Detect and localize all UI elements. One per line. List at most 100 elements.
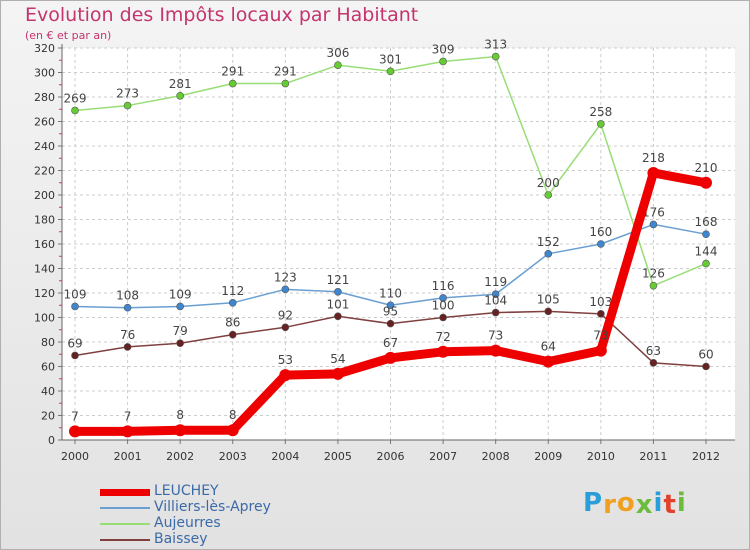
data-point xyxy=(176,339,184,348)
chart-subtitle: (en € et par an) xyxy=(25,29,112,42)
legend-label: Baissey xyxy=(154,531,208,547)
data-point xyxy=(279,369,292,382)
series-villiers-l-s-aprey: 109 108 109 112 123 121 110 116 119 152 160 176 168 xyxy=(64,205,718,312)
data-point xyxy=(439,313,447,322)
data-point xyxy=(439,57,447,66)
data-point xyxy=(544,191,553,199)
data-point xyxy=(649,220,658,229)
data-label: 105 xyxy=(537,292,560,306)
x-tick-label: 2004 xyxy=(271,450,299,463)
data-point xyxy=(647,166,660,179)
data-point xyxy=(649,359,658,367)
data-label: 110 xyxy=(379,286,402,300)
data-point xyxy=(544,307,553,316)
data-label: 8 xyxy=(176,408,184,422)
data-label: 73 xyxy=(593,329,608,343)
data-label: 72 xyxy=(435,330,450,344)
y-tick-label: 120 xyxy=(34,287,55,300)
data-point xyxy=(121,425,134,438)
data-point xyxy=(594,344,607,357)
data-label: 86 xyxy=(225,316,240,330)
data-label: 306 xyxy=(326,46,349,60)
data-point xyxy=(334,312,342,321)
data-label: 92 xyxy=(278,308,293,322)
data-point xyxy=(174,424,187,437)
data-point xyxy=(386,319,395,328)
data-point xyxy=(334,61,342,69)
data-label: 281 xyxy=(169,77,192,91)
data-point xyxy=(281,323,290,332)
y-tick-label: 80 xyxy=(41,336,55,349)
y-tick-label: 160 xyxy=(34,238,55,251)
data-label: 126 xyxy=(642,267,665,281)
data-label: 291 xyxy=(221,65,244,79)
data-label: 273 xyxy=(116,87,139,101)
x-tick-label: 2002 xyxy=(166,450,194,463)
data-label: 301 xyxy=(379,52,402,66)
data-point xyxy=(226,424,239,437)
data-point xyxy=(386,301,395,310)
data-label: 53 xyxy=(278,353,293,367)
logo-letter: r xyxy=(603,490,617,520)
data-point xyxy=(281,79,290,88)
x-tick-label: 2006 xyxy=(377,450,405,463)
data-label: 176 xyxy=(642,205,665,219)
y-tick-label: 180 xyxy=(34,214,55,227)
data-label: 103 xyxy=(589,295,612,309)
data-label: 101 xyxy=(326,297,349,311)
y-tick-label: 40 xyxy=(41,385,55,398)
data-point xyxy=(544,250,553,258)
data-point xyxy=(489,344,502,357)
data-label: 121 xyxy=(326,273,349,287)
y-tick-label: 100 xyxy=(34,312,55,325)
data-label: 73 xyxy=(488,329,503,343)
y-tick-label: 0 xyxy=(48,434,55,447)
data-label: 7 xyxy=(71,409,79,423)
data-point xyxy=(597,310,605,318)
data-point xyxy=(384,351,397,364)
data-point xyxy=(176,302,184,311)
data-point xyxy=(69,425,81,438)
data-label: 218 xyxy=(642,151,665,165)
legend-swatch xyxy=(100,539,150,541)
data-label: 269 xyxy=(64,91,87,105)
data-point xyxy=(228,298,237,307)
y-tick-label: 140 xyxy=(34,263,55,276)
data-point xyxy=(123,343,132,351)
data-label: 79 xyxy=(173,324,188,338)
data-label: 200 xyxy=(537,176,560,190)
x-tick-label: 2008 xyxy=(482,450,510,463)
data-point xyxy=(71,106,79,115)
data-point xyxy=(702,259,710,268)
data-label: 100 xyxy=(432,299,455,313)
data-label: 76 xyxy=(120,328,135,342)
data-label: 63 xyxy=(646,344,661,358)
data-label: 210 xyxy=(695,161,718,175)
data-point xyxy=(386,67,395,76)
data-point xyxy=(71,302,79,311)
data-label: 109 xyxy=(169,287,192,301)
data-label: 168 xyxy=(695,215,718,229)
y-tick-label: 260 xyxy=(34,116,55,129)
x-tick-label: 2000 xyxy=(61,450,89,463)
data-label: 160 xyxy=(589,225,612,239)
series-leuchey: 7 7 8 8 53 54 67 72 73 64 73 218 210 xyxy=(69,151,718,438)
series-baissey: 69 76 79 86 92 101 95 100 104 105 103 63 60 xyxy=(67,292,714,371)
data-point xyxy=(437,345,450,358)
data-label: 144 xyxy=(695,245,718,259)
data-point xyxy=(123,101,132,110)
logo-letter: t xyxy=(663,490,677,520)
logo-letter: x xyxy=(635,490,654,520)
data-label: 152 xyxy=(537,235,560,249)
data-point xyxy=(176,91,184,100)
data-point xyxy=(439,294,447,302)
data-label: 123 xyxy=(274,270,297,284)
y-tick-label: 280 xyxy=(34,91,55,104)
data-point xyxy=(491,308,500,317)
data-point xyxy=(649,281,658,290)
data-point xyxy=(491,52,500,61)
legend-swatch xyxy=(100,507,150,509)
data-label: 8 xyxy=(229,408,237,422)
data-point xyxy=(334,287,342,296)
